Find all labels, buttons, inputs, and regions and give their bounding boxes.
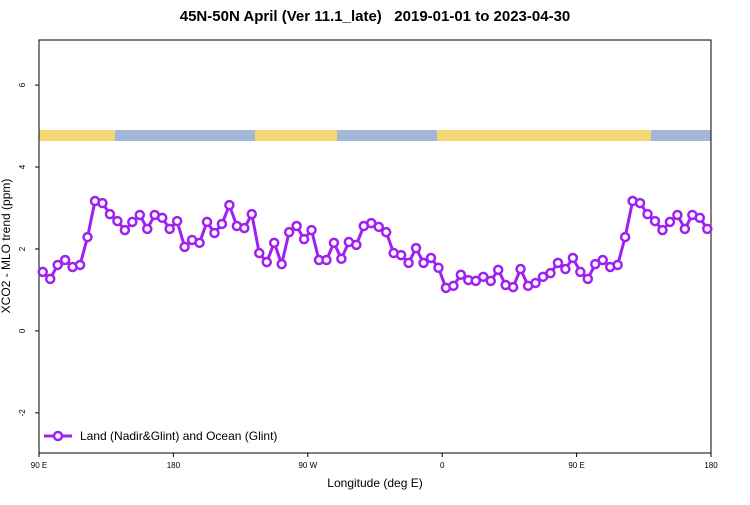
point (530, 277, 541, 289)
point (657, 224, 668, 236)
point (612, 259, 623, 271)
chart-title: 45N-50N April (Ver 11.1_late) 2019-01-01… (180, 8, 571, 25)
point (507, 281, 519, 293)
point (164, 223, 175, 235)
point (597, 254, 608, 266)
point (403, 257, 414, 269)
point (455, 269, 467, 281)
land-segment (39, 130, 115, 141)
point (485, 275, 496, 287)
point (112, 215, 123, 227)
point (702, 223, 713, 235)
point (373, 221, 384, 233)
point (567, 252, 579, 264)
point (298, 233, 310, 245)
point (246, 208, 258, 220)
point (560, 263, 571, 275)
point (97, 197, 108, 209)
land-ocean-strip (39, 130, 711, 141)
x-tick-label: 180 (167, 461, 181, 470)
point (351, 239, 362, 251)
x-tick-label: 180 (704, 461, 718, 470)
point (239, 222, 250, 234)
point (418, 257, 429, 269)
point (642, 208, 653, 220)
point (582, 273, 594, 285)
point (283, 226, 295, 238)
point (142, 223, 153, 235)
x-tick-label: 90 W (298, 461, 317, 470)
point (545, 267, 556, 279)
y-tick-label: 4 (18, 164, 27, 169)
legend-label: Land (Nadir&Glint) and Ocean (Glint) (80, 429, 277, 443)
y-tick-label: 0 (18, 328, 27, 333)
point (119, 224, 131, 236)
point (590, 258, 601, 270)
point (306, 224, 317, 236)
land-segment (255, 130, 337, 141)
point (672, 209, 683, 221)
point (448, 280, 459, 292)
x-tick-label: 90 E (31, 461, 47, 470)
point (425, 252, 437, 264)
point (619, 231, 631, 243)
y-tick-label: -2 (18, 409, 27, 417)
point (127, 216, 138, 228)
x-axis-label: Longitude (deg E) (327, 476, 422, 490)
point (82, 231, 93, 243)
point (664, 216, 676, 228)
point (336, 253, 347, 265)
point (470, 275, 482, 287)
point (104, 208, 116, 220)
point (224, 199, 235, 211)
point (194, 237, 205, 249)
point (261, 256, 272, 268)
ocean-segment (651, 130, 711, 141)
point (433, 262, 444, 274)
ocean-segment (115, 130, 255, 141)
point (171, 215, 183, 227)
x-tick-label: 90 E (568, 461, 584, 470)
point (694, 212, 706, 224)
point (291, 220, 302, 232)
point (478, 271, 489, 283)
point (37, 266, 48, 278)
plot-frame (38, 39, 712, 454)
point (679, 223, 691, 235)
point (156, 212, 168, 224)
point (134, 209, 146, 221)
point (276, 258, 287, 270)
point (209, 227, 220, 239)
point (492, 264, 504, 276)
y-axis-label: XCO2 - MLO trend (ppm) (0, 179, 13, 314)
land-segment (437, 130, 651, 141)
point (649, 215, 661, 227)
y-tick-label: 6 (18, 82, 27, 87)
point (395, 249, 407, 261)
legend-marker (52, 430, 64, 442)
point (216, 218, 228, 230)
point (380, 226, 392, 238)
point (44, 273, 56, 285)
point (74, 259, 86, 271)
point (201, 216, 213, 228)
point (268, 237, 280, 249)
point (515, 263, 526, 275)
point (254, 247, 265, 259)
point (59, 254, 71, 266)
point (52, 259, 63, 271)
point (321, 254, 332, 266)
point (410, 242, 422, 254)
point (575, 266, 586, 278)
point (328, 237, 340, 249)
point (634, 197, 646, 209)
point (179, 241, 190, 253)
ocean-segment (337, 130, 437, 141)
point (552, 257, 564, 269)
y-tick-label: 2 (18, 246, 27, 251)
x-tick-label: 0 (440, 461, 445, 470)
